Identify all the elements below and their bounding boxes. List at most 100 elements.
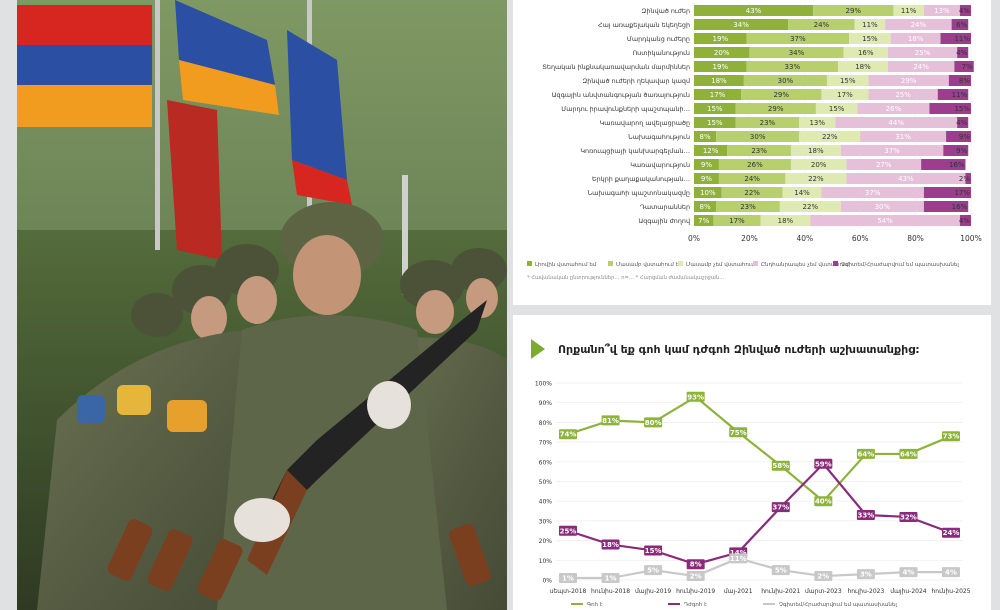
- bar-segment: [843, 47, 888, 58]
- line-y-tick-label: 70%: [539, 440, 553, 447]
- line-legend-label: Չգիտեմ/Հրաժարվում եմ պատասխանել: [779, 602, 897, 608]
- bar-value-label: 43%: [746, 7, 762, 15]
- line-data-label: 33%: [858, 511, 875, 519]
- line-data-label: 73%: [943, 433, 960, 441]
- line-data-label: 5%: [775, 567, 787, 575]
- bar-value-label: 34%: [733, 21, 749, 29]
- line-y-tick-label: 50%: [539, 479, 553, 486]
- line-data-label: 59%: [815, 460, 832, 468]
- bar-segment: [746, 33, 850, 44]
- bar-segment: [760, 215, 811, 226]
- bar-value-label: 13%: [934, 7, 950, 15]
- line-x-tick-label: սեպտ-2018: [550, 588, 587, 595]
- line-data-marker: [729, 553, 748, 564]
- bar-value-label: 30%: [875, 203, 891, 211]
- line-data-label: 4%: [945, 569, 957, 577]
- bar-value-label: 12%: [703, 147, 719, 155]
- bar-segment: [718, 173, 786, 184]
- line-data-label: 8%: [690, 561, 702, 569]
- bar-value-label: 29%: [773, 91, 789, 99]
- bar-value-label: 10%: [700, 189, 716, 197]
- line-data-label: 64%: [900, 450, 917, 458]
- bar-category-label: Կառավարող ավելացրածը: [600, 119, 690, 127]
- line-data-label: 5%: [647, 567, 659, 575]
- bar-segment: [849, 33, 891, 44]
- line-y-tick-label: 100%: [535, 381, 552, 388]
- bar-segment: [727, 145, 791, 156]
- bar-segment: [785, 173, 847, 184]
- bar-value-label: 6%: [956, 21, 967, 29]
- bar-segment: [857, 103, 930, 114]
- bar-segment: [718, 159, 791, 170]
- line-data-label: 80%: [645, 419, 662, 427]
- bar-value-label: 34%: [789, 49, 805, 57]
- bar-segment: [887, 61, 955, 72]
- bar-legend-label: Մասամբ վստահում եմ: [616, 262, 683, 268]
- bar-value-label: 8%: [959, 77, 970, 85]
- line-x-tick-label: մայիս-2024: [890, 588, 926, 595]
- bar-segment: [694, 159, 719, 170]
- bar-value-label: 43%: [898, 175, 914, 183]
- bar-value-label: 15%: [707, 119, 723, 127]
- bar-category-label: Կոռուպցիայի կանխարգելման…: [580, 147, 690, 155]
- title-arrow-icon: [531, 339, 545, 359]
- line-x-tick-label: մայիս-2019: [635, 588, 671, 595]
- line-x-tick-label: հունիս-2019: [676, 588, 715, 595]
- bar-segment: [826, 75, 869, 86]
- bar-value-label: 26%: [886, 105, 902, 113]
- bar-segment: [716, 131, 800, 142]
- bar-value-label: 11%: [901, 7, 917, 15]
- line-legend-label: Դժգոհ է: [684, 602, 707, 608]
- satisfaction-line-card: Որքանո՞վ եք գոհ կամ դժգոհ Զինված ուժերի …: [513, 315, 991, 610]
- line-data-label: 81%: [602, 417, 619, 425]
- bar-segment: [694, 47, 750, 58]
- line-y-tick-label: 20%: [539, 538, 553, 545]
- bar-segment: [954, 61, 974, 72]
- line-series-0: [567, 395, 952, 503]
- line-data-label: 25%: [560, 527, 577, 535]
- bar-category-label: Նախագահի պաշտոնակազմը: [587, 189, 690, 197]
- line-data-marker: [856, 448, 875, 459]
- bar-value-label: 4%: [956, 49, 967, 57]
- bar-segment: [694, 103, 736, 114]
- line-y-tick-label: 10%: [539, 558, 553, 565]
- bar-value-label: 2%: [959, 175, 970, 183]
- bar-x-tick-label: 20%: [741, 234, 758, 243]
- bar-segment: [694, 145, 728, 156]
- line-data-label: 1%: [605, 575, 617, 583]
- bar-category-label: Դատարաններ: [640, 203, 690, 211]
- line-data-marker: [942, 431, 960, 442]
- line-data-marker: [729, 427, 748, 438]
- bar-segment: [948, 75, 971, 86]
- bar-segment: [694, 75, 744, 86]
- bar-value-label: 14%: [794, 189, 810, 197]
- line-data-marker: [601, 573, 620, 584]
- line-data-label: 58%: [772, 462, 789, 470]
- line-data-marker: [771, 502, 790, 513]
- bar-segment: [694, 201, 717, 212]
- bar-legend-label: Մասամբ չեմ վստահում: [686, 262, 755, 268]
- bar-category-label: Զինված ուժերի ղեկավար կազմ: [582, 77, 691, 85]
- line-data-label: 14%: [730, 549, 747, 557]
- bar-segment: [846, 159, 922, 170]
- bar-segment: [694, 173, 719, 184]
- line-x-tick-label: հունիս-2018: [591, 588, 630, 595]
- bar-value-label: 24%: [913, 63, 929, 71]
- bar-value-label: 23%: [740, 203, 756, 211]
- bar-value-label: 20%: [811, 161, 827, 169]
- bar-segment: [741, 89, 822, 100]
- bar-value-label: 4%: [959, 217, 970, 225]
- trust-stacked-bar-card: Զինված ուժեր 43% 29% 11% 13% 4% Հայ առաքելական…: [513, 0, 991, 305]
- bar-segment: [735, 103, 816, 114]
- line-data-marker: [856, 509, 875, 520]
- line-data-marker: [814, 458, 833, 469]
- bar-value-label: 22%: [808, 175, 824, 183]
- line-data-label: 11%: [730, 555, 747, 563]
- bar-x-tick-label: 60%: [852, 234, 869, 243]
- bar-legend-label: Ընդհանրապես չեմ վստահում: [761, 262, 849, 268]
- bar-value-label: 4%: [956, 119, 967, 127]
- bar-segment: [813, 5, 894, 16]
- bar-segment: [694, 19, 789, 30]
- bar-value-label: 27%: [876, 161, 892, 169]
- line-series-2: [568, 557, 951, 580]
